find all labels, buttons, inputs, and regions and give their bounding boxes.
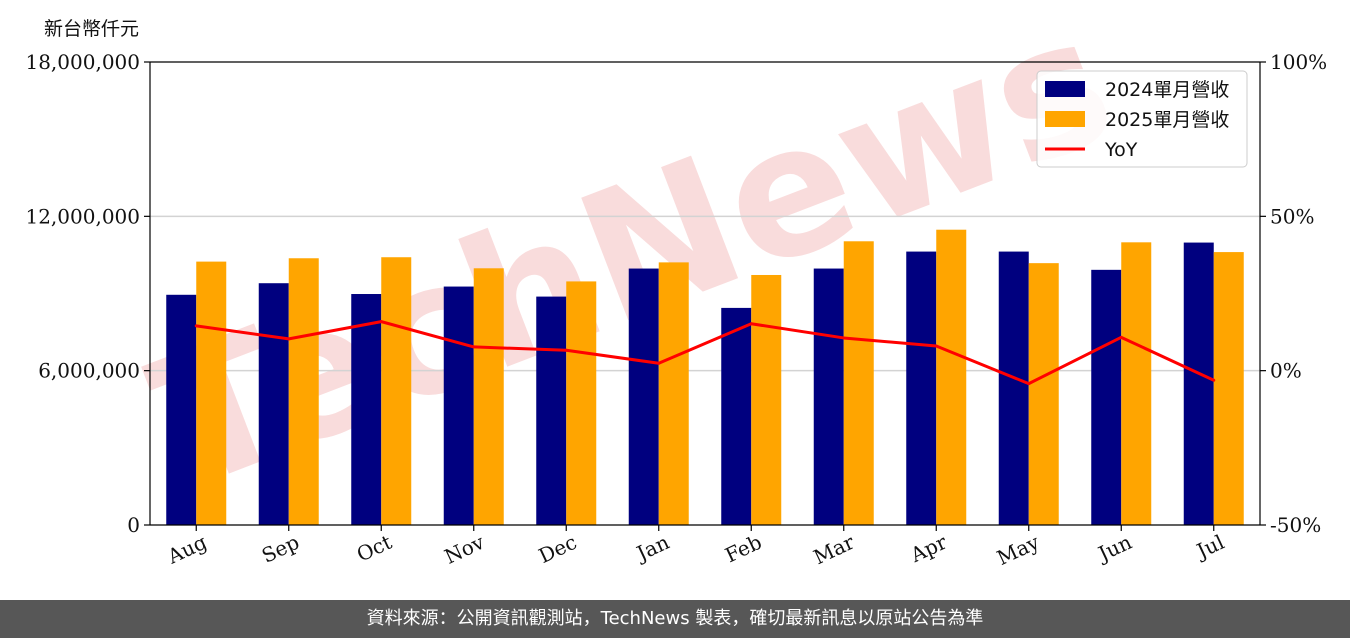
legend-item-2024-label: 2024單月營收 (1105, 79, 1229, 101)
right-tick-label: 0% (1270, 359, 1302, 383)
yoy-line-layer (194, 320, 1216, 386)
bar-2025-may (1028, 263, 1059, 525)
legend-item-2024-swatch (1045, 81, 1085, 97)
yoy-point-feb (749, 322, 753, 326)
bar-2025-apr (936, 229, 967, 525)
bar-2025-mar (843, 241, 874, 526)
bar-2025-jul (1213, 252, 1244, 525)
bar-2025-feb (751, 274, 782, 525)
bar-2024-jun (1091, 269, 1122, 525)
x-tick-label-oct: Oct (353, 530, 395, 567)
revenue-chart: TechNews 06,000,00012,000,00018,000,000-… (25, 0, 1327, 570)
legend-item-2025-swatch (1045, 111, 1085, 127)
yoy-point-aug (194, 324, 198, 328)
yoy-point-nov (472, 345, 476, 349)
bar-2024-mar (813, 268, 844, 525)
bar-2025-jan (658, 262, 689, 525)
yoy-point-sep (287, 337, 291, 341)
left-tick-label: 18,000,000 (25, 50, 140, 74)
grid-layer (150, 215, 1260, 372)
x-tick-label-aug: Aug (163, 530, 211, 569)
left-tick-label: 6,000,000 (38, 359, 140, 383)
yoy-point-jun (1119, 335, 1123, 339)
bar-2024-may (998, 251, 1029, 525)
x-tick-label-jan: Jan (631, 530, 673, 567)
x-tick-label-nov: Nov (441, 529, 489, 568)
yoy-point-jul (1212, 378, 1216, 382)
yoy-point-apr (934, 344, 938, 348)
bars-layer (166, 229, 1244, 526)
bar-2024-dec (536, 296, 567, 525)
bar-2024-sep (258, 283, 289, 525)
x-tick-label-apr: Apr (906, 530, 951, 568)
yoy-point-may (1027, 382, 1031, 386)
bar-2024-jan (628, 268, 659, 525)
bar-2024-aug (166, 294, 197, 525)
bar-2025-aug (196, 261, 227, 525)
x-tick-label-may: May (993, 529, 1043, 570)
x-tick-label-sep: Sep (258, 530, 303, 568)
right-tick-label: -50% (1270, 513, 1321, 537)
y-axis-unit-label: 新台幣仟元 (44, 18, 140, 40)
x-tick-label-mar: Mar (810, 530, 859, 570)
bar-2024-apr (906, 251, 937, 525)
x-tick-label-feb: Feb (721, 530, 765, 568)
x-tick-label-dec: Dec (535, 530, 581, 568)
source-footer: 資料來源：公開資訊觀測站，TechNews 製表，確切最新訊息以原站公告為準 (0, 600, 1350, 638)
right-tick-label: 50% (1270, 204, 1314, 228)
legend-item-2025-label: 2025單月營收 (1105, 109, 1229, 131)
right-tick-label: 100% (1270, 50, 1327, 74)
yoy-point-dec (564, 348, 568, 352)
bar-2024-feb (721, 307, 752, 525)
left-tick-label: 12,000,000 (25, 204, 140, 228)
bar-2025-dec (566, 281, 597, 525)
legend: 2024單月營收 2025單月營收 YoY (1036, 70, 1248, 168)
bar-2025-nov (473, 268, 504, 525)
left-tick-label: 0 (127, 513, 140, 537)
bar-2024-jul (1183, 242, 1214, 525)
legend-box (1036, 70, 1248, 168)
bar-2025-sep (288, 258, 319, 525)
bar-2025-oct (381, 257, 412, 525)
x-tick-label-jun: Jun (1093, 530, 1136, 567)
bar-2024-nov (443, 286, 474, 525)
legend-item-yoy-label: YoY (1104, 139, 1138, 161)
yoy-point-oct (379, 320, 383, 324)
yoy-point-mar (842, 336, 846, 340)
x-tick-label-jul: Jul (1191, 530, 1228, 564)
yoy-point-jan (657, 361, 661, 365)
bar-2025-jun (1121, 242, 1152, 525)
bar-2024-oct (351, 294, 382, 525)
yoy-line (196, 320, 1215, 386)
